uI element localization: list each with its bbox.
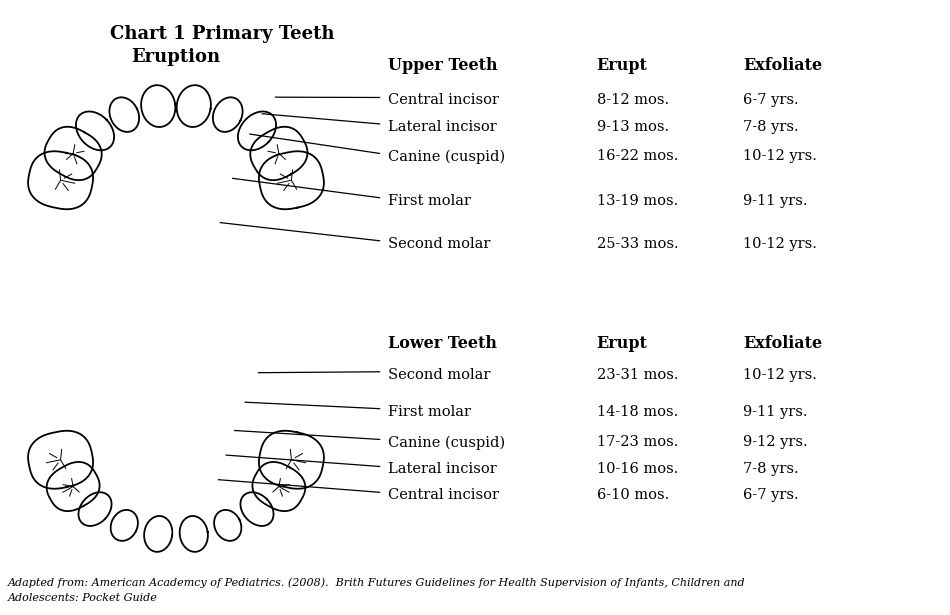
Text: 9-13 mos.: 9-13 mos. [597, 120, 669, 134]
Text: First molar: First molar [388, 405, 470, 419]
Text: Lateral incisor: Lateral incisor [388, 462, 496, 477]
Text: 10-12 yrs.: 10-12 yrs. [743, 149, 817, 164]
Text: 9-12 yrs.: 9-12 yrs. [743, 435, 807, 450]
Text: Chart 1 Primary Teeth: Chart 1 Primary Teeth [110, 25, 334, 43]
Text: Central incisor: Central incisor [388, 93, 499, 108]
Polygon shape [28, 430, 93, 489]
Text: Second molar: Second molar [388, 368, 490, 382]
Text: Canine (cuspid): Canine (cuspid) [388, 435, 504, 450]
Text: Lower Teeth: Lower Teeth [388, 335, 497, 352]
Text: Second molar: Second molar [388, 237, 490, 251]
Text: 7-8 yrs.: 7-8 yrs. [743, 120, 799, 134]
Polygon shape [47, 462, 100, 511]
Polygon shape [180, 516, 208, 552]
Polygon shape [259, 430, 324, 489]
Text: 6-7 yrs.: 6-7 yrs. [743, 488, 799, 502]
Text: Adolescents: Pocket Guide: Adolescents: Pocket Guide [8, 593, 158, 603]
Text: 10-12 yrs.: 10-12 yrs. [743, 368, 817, 382]
Text: Exfoliate: Exfoliate [743, 335, 822, 352]
Text: 6-10 mos.: 6-10 mos. [597, 488, 669, 502]
Text: Canine (cuspid): Canine (cuspid) [388, 149, 504, 164]
Text: 17-23 mos.: 17-23 mos. [597, 435, 678, 450]
Polygon shape [250, 127, 308, 180]
Polygon shape [214, 510, 241, 541]
Polygon shape [213, 97, 242, 132]
Polygon shape [240, 492, 274, 526]
Text: 9-11 yrs.: 9-11 yrs. [743, 405, 807, 419]
Polygon shape [259, 151, 324, 209]
Polygon shape [144, 516, 172, 552]
Text: 7-8 yrs.: 7-8 yrs. [743, 462, 799, 477]
Text: First molar: First molar [388, 194, 470, 208]
Text: Erupt: Erupt [597, 57, 648, 74]
Text: Erupt: Erupt [597, 335, 648, 352]
Text: Lateral incisor: Lateral incisor [388, 120, 496, 134]
Text: 10-16 mos.: 10-16 mos. [597, 462, 678, 477]
Polygon shape [45, 127, 102, 180]
Text: 23-31 mos.: 23-31 mos. [597, 368, 678, 382]
Text: 13-19 mos.: 13-19 mos. [597, 194, 678, 208]
Text: 25-33 mos.: 25-33 mos. [597, 237, 678, 251]
Polygon shape [28, 151, 93, 209]
Text: Central incisor: Central incisor [388, 488, 499, 502]
Text: Upper Teeth: Upper Teeth [388, 57, 497, 74]
Polygon shape [79, 492, 111, 526]
Text: 14-18 mos.: 14-18 mos. [597, 405, 678, 419]
Text: 9-11 yrs.: 9-11 yrs. [743, 194, 807, 208]
Text: Adapted from: American Academcy of Pediatrics. (2008).  Brith Futures Guidelines: Adapted from: American Academcy of Pedia… [8, 577, 746, 587]
Text: 10-12 yrs.: 10-12 yrs. [743, 237, 817, 251]
Polygon shape [177, 85, 211, 127]
Text: 6-7 yrs.: 6-7 yrs. [743, 93, 799, 108]
Polygon shape [109, 97, 139, 132]
Polygon shape [142, 85, 176, 127]
Polygon shape [76, 111, 114, 150]
Polygon shape [238, 111, 276, 150]
Text: Exfoliate: Exfoliate [743, 57, 822, 74]
Polygon shape [253, 462, 305, 511]
Text: 8-12 mos.: 8-12 mos. [597, 93, 669, 108]
Text: 16-22 mos.: 16-22 mos. [597, 149, 678, 164]
Text: Eruption: Eruption [131, 48, 220, 66]
Polygon shape [110, 510, 138, 541]
